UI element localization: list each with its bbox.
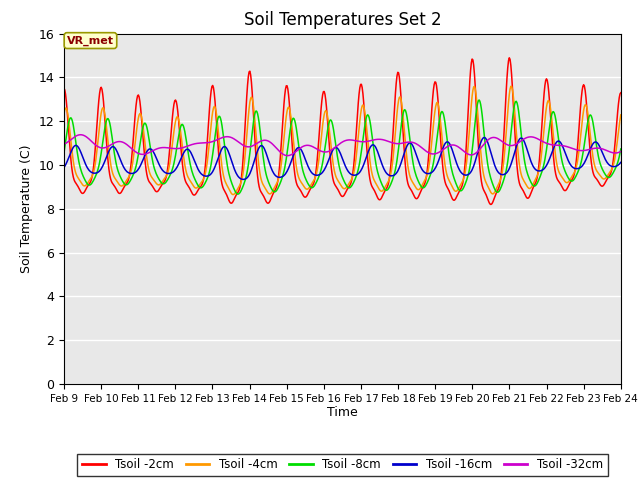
Tsoil -32cm [214,136,222,142]
Tsoil -16cm [411,148,419,154]
Tsoil -32cm [617,149,625,155]
Tsoil -16cm [70,144,78,149]
Text: VR_met: VR_met [67,36,114,46]
Tsoil -2cm [487,202,495,207]
Tsoil -32cm [70,134,78,140]
Tsoil -4cm [411,183,419,189]
Line: Tsoil -16cm: Tsoil -16cm [64,138,621,180]
Tsoil -32cm [428,151,436,157]
Tsoil -32cm [60,142,68,147]
Tsoil -8cm [184,148,192,154]
Line: Tsoil -4cm: Tsoil -4cm [64,86,621,194]
Tsoil -16cm [214,157,221,163]
Legend: Tsoil -2cm, Tsoil -4cm, Tsoil -8cm, Tsoil -16cm, Tsoil -32cm: Tsoil -2cm, Tsoil -4cm, Tsoil -8cm, Tsoi… [77,454,607,476]
Tsoil -2cm [617,90,625,96]
Tsoil -32cm [412,141,419,146]
Tsoil -2cm [506,55,513,60]
Tsoil -4cm [60,111,68,117]
Tsoil -16cm [60,165,68,170]
Y-axis label: Soil Temperature (C): Soil Temperature (C) [20,144,33,273]
Tsoil -8cm [60,150,68,156]
Tsoil -8cm [127,176,135,181]
Tsoil -4cm [617,112,625,118]
Line: Tsoil -32cm: Tsoil -32cm [64,135,621,156]
Tsoil -8cm [214,118,221,124]
Tsoil -16cm [184,146,192,152]
Tsoil -8cm [411,168,419,174]
Tsoil -32cm [284,153,292,158]
Tsoil -2cm [214,132,221,138]
Tsoil -2cm [410,193,418,199]
Tsoil -4cm [70,163,78,169]
Tsoil -16cm [428,170,435,176]
Tsoil -2cm [60,85,68,91]
Tsoil -8cm [70,127,78,133]
Tsoil -32cm [128,146,136,152]
Tsoil -8cm [428,170,435,176]
Tsoil -4cm [507,84,515,89]
Tsoil -8cm [476,97,483,103]
X-axis label: Time: Time [327,407,358,420]
Title: Soil Temperatures Set 2: Soil Temperatures Set 2 [244,11,441,29]
Tsoil -4cm [229,192,237,197]
Tsoil -32cm [185,143,193,148]
Tsoil -16cm [617,159,625,165]
Tsoil -2cm [184,182,192,188]
Tsoil -16cm [127,170,135,176]
Tsoil -16cm [240,177,248,182]
Line: Tsoil -8cm: Tsoil -8cm [64,100,621,194]
Tsoil -2cm [426,130,434,135]
Tsoil -4cm [127,167,135,173]
Tsoil -32cm [76,132,84,138]
Tsoil -8cm [617,146,625,152]
Tsoil -8cm [234,191,242,197]
Tsoil -4cm [428,146,435,152]
Line: Tsoil -2cm: Tsoil -2cm [64,58,621,204]
Tsoil -4cm [184,174,192,180]
Tsoil -16cm [481,135,488,141]
Tsoil -2cm [70,177,78,182]
Tsoil -4cm [214,118,221,124]
Tsoil -2cm [127,158,135,164]
